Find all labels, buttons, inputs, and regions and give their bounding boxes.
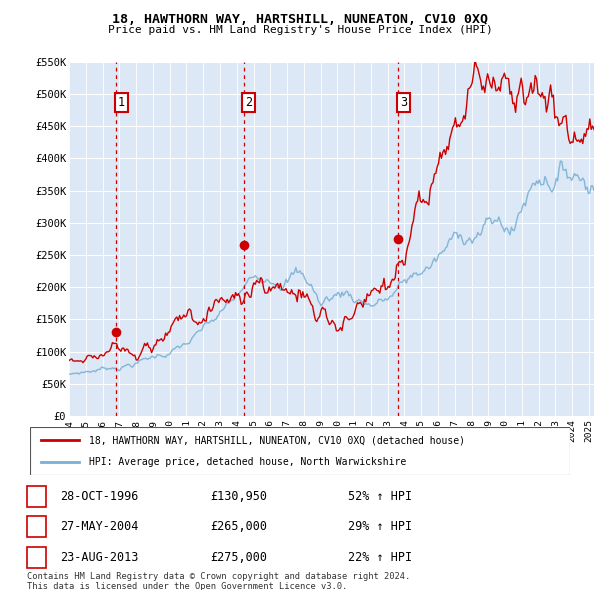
Text: 1: 1 (118, 96, 125, 109)
Text: 23-AUG-2013: 23-AUG-2013 (60, 551, 139, 564)
Text: 52% ↑ HPI: 52% ↑ HPI (348, 490, 412, 503)
Text: Price paid vs. HM Land Registry's House Price Index (HPI): Price paid vs. HM Land Registry's House … (107, 25, 493, 35)
Text: 27-MAY-2004: 27-MAY-2004 (60, 520, 139, 533)
Text: 18, HAWTHORN WAY, HARTSHILL, NUNEATON, CV10 0XQ (detached house): 18, HAWTHORN WAY, HARTSHILL, NUNEATON, C… (89, 435, 466, 445)
Text: 18, HAWTHORN WAY, HARTSHILL, NUNEATON, CV10 0XQ: 18, HAWTHORN WAY, HARTSHILL, NUNEATON, C… (112, 13, 488, 26)
FancyBboxPatch shape (30, 427, 570, 475)
Text: 29% ↑ HPI: 29% ↑ HPI (348, 520, 412, 533)
Text: 28-OCT-1996: 28-OCT-1996 (60, 490, 139, 503)
Text: 22% ↑ HPI: 22% ↑ HPI (348, 551, 412, 564)
Text: 1: 1 (33, 490, 40, 503)
Text: 2: 2 (245, 96, 252, 109)
Text: 2: 2 (33, 520, 40, 533)
Text: This data is licensed under the Open Government Licence v3.0.: This data is licensed under the Open Gov… (27, 582, 347, 590)
Text: £130,950: £130,950 (210, 490, 267, 503)
Text: 3: 3 (400, 96, 407, 109)
Text: Contains HM Land Registry data © Crown copyright and database right 2024.: Contains HM Land Registry data © Crown c… (27, 572, 410, 581)
Text: 3: 3 (33, 551, 40, 564)
Text: £265,000: £265,000 (210, 520, 267, 533)
Text: HPI: Average price, detached house, North Warwickshire: HPI: Average price, detached house, Nort… (89, 457, 407, 467)
Text: £275,000: £275,000 (210, 551, 267, 564)
